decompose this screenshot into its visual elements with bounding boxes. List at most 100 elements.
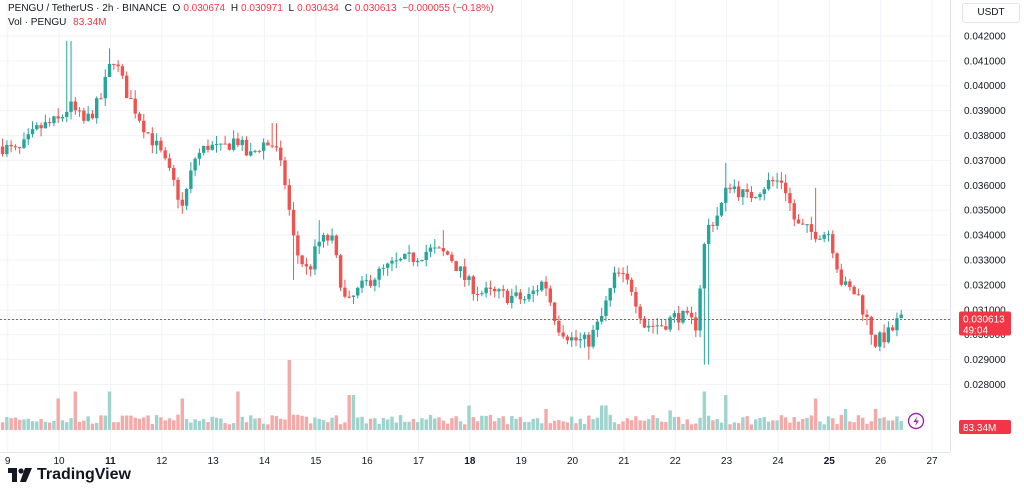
volume-bar [505, 424, 510, 430]
volume-bar [428, 414, 433, 430]
candle-body [77, 110, 82, 112]
candle-body [805, 224, 809, 226]
volume-bar [612, 422, 617, 430]
candle-body [796, 219, 801, 224]
volume-bar [356, 417, 360, 430]
candle-body [651, 325, 655, 327]
logo-text: TradingView [37, 466, 131, 483]
candle-body [381, 267, 386, 269]
candle-body [206, 145, 210, 150]
candle-body [69, 101, 73, 112]
candle-body [201, 145, 206, 153]
candle-body [279, 147, 283, 161]
volume-bar [407, 421, 411, 430]
volume-bar [35, 421, 39, 430]
candle-body [813, 231, 818, 240]
candle-body [347, 296, 351, 298]
volume-bar [540, 423, 544, 430]
volume-bar [0, 422, 5, 430]
volume-bar [535, 418, 540, 430]
candle-body [531, 290, 535, 294]
candle-body [394, 260, 398, 262]
volume-bar [510, 416, 514, 430]
volume-bar [445, 423, 450, 430]
candle-body [26, 134, 30, 140]
candle-body [771, 179, 775, 182]
candle-body [552, 302, 557, 321]
volume-bar [283, 419, 287, 430]
tradingview-logo[interactable]: TradingView [8, 466, 131, 484]
volume-bar [467, 405, 471, 430]
volume-bar [424, 419, 428, 430]
candle-body [133, 98, 137, 114]
volume-bar [47, 422, 52, 430]
candle-body [711, 224, 715, 226]
candle-body [266, 142, 270, 146]
candle-body [22, 139, 26, 148]
volume-bar [749, 424, 754, 430]
volume-bar [715, 418, 719, 430]
volume-bar [274, 416, 279, 430]
candle-body [129, 98, 133, 100]
candle-body [403, 253, 407, 259]
y-tick-label: 0.036000 [964, 181, 1006, 192]
volume-legend-label[interactable]: Vol · PENGU [8, 17, 67, 28]
candle-body [244, 139, 249, 156]
candle-body [249, 151, 253, 156]
volume-bar [728, 424, 732, 430]
candle-body [159, 140, 163, 151]
volume-bar [112, 422, 116, 430]
candle-body [82, 110, 86, 121]
symbol-title[interactable]: PENGU / TetherUS · 2h · BINANCE [8, 3, 167, 14]
volume-bar [634, 416, 638, 430]
volume-bar [39, 418, 43, 430]
candle-body [728, 187, 732, 190]
axes: 0.042000 0.041000 0.040000 0.039000 0.038000… [0, 0, 1006, 467]
candle-body [621, 273, 625, 275]
candle-body [655, 325, 659, 327]
candle-body [514, 292, 518, 296]
candle-body [741, 189, 745, 198]
volume-bar [17, 419, 22, 430]
volume-bar [822, 424, 826, 430]
y-tick-label: 0.030000 [964, 330, 1006, 341]
volume-bar [706, 415, 711, 430]
volume-bar [291, 414, 296, 430]
candle-body [137, 113, 142, 121]
candle-body [420, 260, 424, 262]
volume-bar [826, 416, 831, 430]
volume-bar [873, 409, 878, 430]
volume-bar [766, 421, 771, 430]
volume-bar [330, 417, 334, 430]
volume-bar [86, 416, 90, 430]
volume-bar [249, 415, 253, 430]
volume-bar [848, 421, 852, 430]
volume-bar [30, 421, 35, 430]
candle-body [779, 180, 784, 183]
candle-body [659, 325, 664, 327]
currency-unit-button[interactable]: USDT [962, 3, 1020, 23]
lightning-icon[interactable] [907, 412, 925, 430]
candle-body [424, 251, 428, 261]
candle-body [219, 143, 223, 145]
volume-bar [454, 416, 458, 430]
candle-body [73, 101, 78, 111]
volume-bar [124, 415, 129, 430]
volume-bar [65, 422, 69, 430]
candle-body [831, 234, 835, 254]
volume-bar [214, 417, 219, 430]
close-label: C [344, 3, 352, 14]
volume-bar [304, 416, 309, 430]
volume-bar [664, 422, 668, 430]
volume-bar [484, 415, 488, 430]
candle-body [146, 132, 150, 134]
candle-body [801, 223, 805, 225]
volume-bar [638, 420, 642, 430]
x-tick-label: 13 [208, 456, 220, 467]
candle-body [360, 280, 364, 288]
candle-body [398, 258, 403, 261]
volume-bar [377, 423, 381, 430]
candle-body [9, 144, 13, 147]
candle-body [540, 281, 544, 291]
